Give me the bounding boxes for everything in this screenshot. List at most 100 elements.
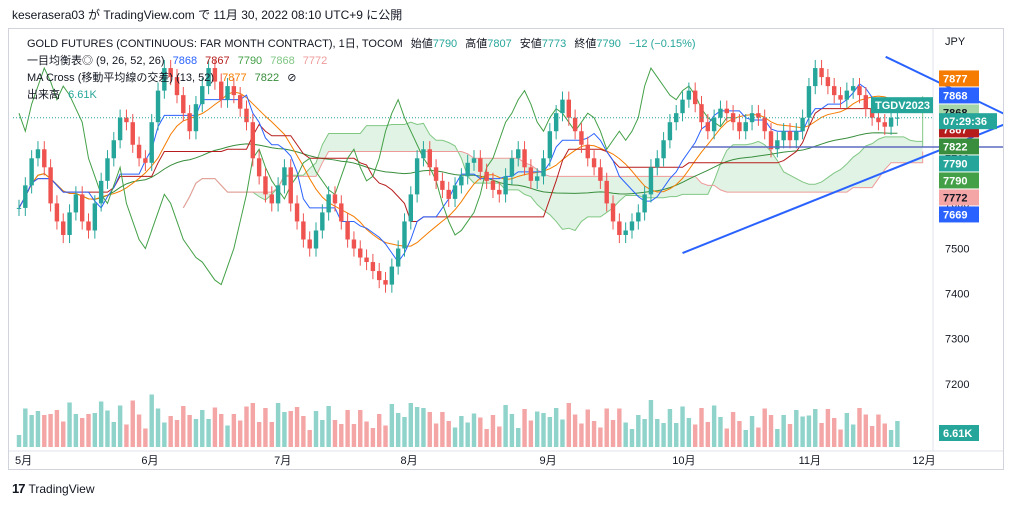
volume-bar [648,400,654,447]
candle-body [806,86,812,118]
volume-bar [231,414,237,447]
volume-bar [844,413,850,447]
price-tag: 7669 [939,206,979,223]
candle-body [73,194,79,213]
candle-body [655,158,660,168]
volume-bar [124,424,129,447]
candle-body [648,167,654,195]
volume-bar [383,425,388,447]
candle-body [819,68,824,78]
chikou-line [18,66,734,286]
candle-body [585,144,590,159]
candle-body [876,117,881,123]
volume-bar [756,427,761,447]
volume-bar [541,413,546,447]
candle-body [553,113,559,132]
candle-body [459,176,464,186]
candle-body [105,158,110,181]
tradingview-logo-icon: 17 [12,481,26,496]
candle-body [181,95,186,114]
candle-body [42,149,47,168]
volume-bar [358,410,363,447]
volume-bar [269,422,274,447]
macross-name: MA Cross (移動平均線の交差) (13, 52) [27,72,215,84]
volume-bar [408,403,414,447]
candle-body [882,122,887,127]
volume-bar [73,414,79,447]
volume-bar [149,394,154,447]
volume-bar [806,415,812,447]
volume-bar [768,415,774,447]
candle-body [756,113,761,118]
countdown-label: 07:29:36 [943,116,987,128]
volume-bar [547,417,553,447]
candle-body [718,108,723,118]
ichimoku-kijun: 7867 [205,55,230,67]
candle-body [98,180,104,204]
footer[interactable]: 17 TradingView [12,481,95,496]
candle-body [591,158,597,168]
candle-body [111,140,117,159]
candle-body [48,167,53,204]
candle-body [244,108,249,123]
symbol-tag-box [871,97,933,114]
candle-body [149,122,154,163]
legend-volume[interactable]: 出来高 6.61K [27,86,102,102]
hidden-eye-icon[interactable]: ⊘ [287,72,297,84]
candle-body [680,99,685,114]
volume-bar [29,415,34,447]
candle-body [629,221,635,231]
currency-label: JPY [945,36,966,48]
legend-macross[interactable]: MA Cross (移動平均線の交差) (13, 52) 7877 7822 ⊘ [27,69,301,85]
price-tag-label: 7822 [943,141,967,153]
candle-body [478,158,483,172]
volume-bar [320,420,325,447]
candle-body [301,221,306,240]
volume-bar [667,409,673,447]
volume-bar [282,412,287,447]
volume-bar [376,414,382,447]
candle-body [23,185,28,208]
chart-canvas[interactable]: JPY71007200730074007500760077005月6月7月8月9… [9,29,1003,469]
volume-bar [23,408,28,447]
price-tag-box [939,206,979,223]
ichimoku-span-a: 7868 [270,55,295,67]
macross-fast: 7877 [222,72,247,84]
volume-bar [414,407,420,447]
volume-bar [876,414,881,447]
volume-bar [130,400,135,447]
candle-body [667,122,673,141]
candle-body [825,77,831,87]
candle-body [326,194,331,213]
chart-frame[interactable]: JPY71007200730074007500760077005月6月7月8月9… [8,28,1004,470]
volume-bar [850,424,856,447]
candle-body [130,122,135,145]
y-tick-label: 7200 [945,379,969,391]
candle-body [465,162,470,177]
price-tag: 7790 [939,172,979,189]
volume-bar [888,430,894,447]
candle-body [490,180,496,190]
volume-bar [813,409,818,447]
candle-body [711,117,717,132]
candle-body [35,149,41,159]
symbol-tag-label: TGDV2023 [875,100,930,112]
price-tag-label: 7790 [943,158,967,170]
volume-bar [484,429,489,447]
candle-body [433,167,439,181]
volume-bar [591,421,597,447]
volume-bar [402,417,407,447]
candle-body [345,221,350,240]
volume-bar [79,418,85,447]
x-tick-label: 12月 [912,455,935,467]
candle-body [471,158,477,163]
volume-bar [263,408,268,447]
candle-body [452,185,458,199]
volume-bar [459,416,464,447]
candle-body [376,271,382,281]
candle-body [895,117,900,119]
volume-bar [86,414,91,447]
legend-ichimoku[interactable]: 一目均衡表◎ (9, 26, 52, 26) 7868 7867 7790 78… [27,52,332,68]
y-tick-label: 7300 [945,334,969,346]
volume-bar [642,419,647,447]
